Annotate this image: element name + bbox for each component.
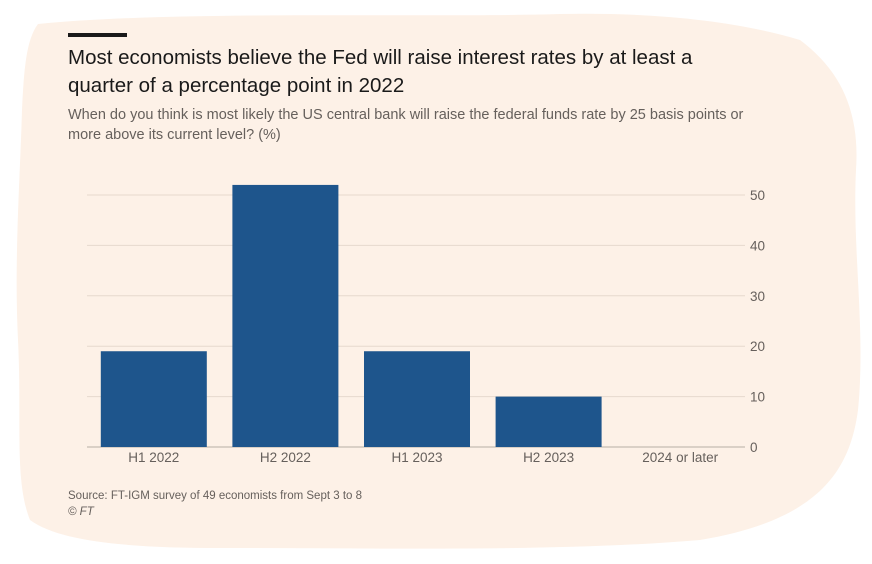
x-tick-label: H2 2022 bbox=[260, 450, 311, 465]
chart-subtitle: When do you think is most likely the US … bbox=[68, 107, 744, 143]
chart-title: Most economists believe the Fed will rai… bbox=[68, 46, 693, 97]
y-tick-label: 0 bbox=[750, 440, 758, 455]
x-tick-label: H1 2023 bbox=[391, 450, 442, 465]
y-tick-label: 50 bbox=[750, 188, 765, 203]
title-accent-bar bbox=[68, 33, 127, 37]
bar-h1-2023 bbox=[364, 351, 470, 447]
y-tick-label: 30 bbox=[750, 289, 765, 304]
paper-shape bbox=[16, 13, 861, 549]
y-tick-label: 20 bbox=[750, 339, 765, 354]
x-tick-label: 2024 or later bbox=[642, 450, 718, 465]
y-tick-label: 40 bbox=[750, 238, 765, 253]
x-tick-label: H2 2023 bbox=[523, 450, 574, 465]
bar-h1-2022 bbox=[100, 351, 207, 447]
source-note: Source: FT-IGM survey of 49 economists f… bbox=[68, 490, 363, 502]
bar-h2-2022 bbox=[232, 184, 339, 448]
bar-h2-2023 bbox=[495, 396, 602, 447]
x-tick-label: H1 2022 bbox=[128, 450, 179, 465]
copyright-note: © FT bbox=[68, 506, 94, 518]
y-tick-label: 10 bbox=[750, 390, 765, 405]
